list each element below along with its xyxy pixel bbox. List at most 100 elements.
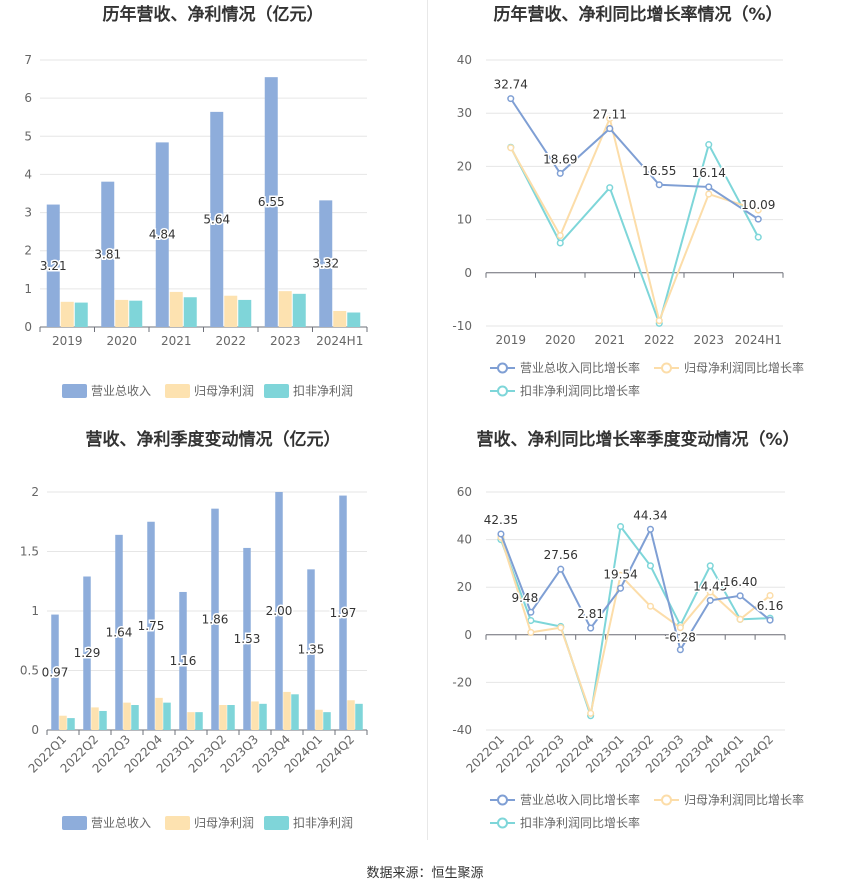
annual-amount-chart: 历年营收、净利情况（亿元） 0 1 2 3 4 5 6 7 2019 2020 2021 2022 202… [0, 0, 425, 410]
bar-revenue [339, 495, 347, 730]
line-value-label: 27.11 [593, 108, 627, 122]
point-deducted-profit [706, 562, 714, 570]
bar-deducted-profit [183, 297, 197, 327]
bar-revenue [51, 614, 59, 730]
point-revenue [497, 530, 505, 538]
y-tick-label: 20 [457, 159, 472, 173]
point-revenue [736, 592, 744, 600]
legend-marker [497, 362, 508, 374]
legend-label: 归母净利润 [194, 384, 254, 398]
bar-net-profit [219, 705, 227, 730]
bar-deducted-profit [347, 312, 361, 327]
y-tick-label: 30 [457, 106, 472, 120]
line-net-profit [499, 536, 771, 718]
y-tick-label: -20 [452, 675, 472, 689]
line-value-label: 2.81 [577, 607, 604, 621]
chart-svg: 历年营收、净利情况（亿元） 0 1 2 3 4 5 6 7 2019 2020 2021 2022 202… [24, 4, 368, 398]
bar-value-label: 1.86 [202, 612, 229, 626]
point-net-profit [655, 317, 663, 325]
point-net-profit [587, 709, 595, 717]
point-revenue [655, 181, 663, 189]
bar-value-label: 3.32 [312, 257, 339, 271]
bar-deducted-profit [259, 703, 267, 730]
line-value-label: 16.40 [723, 575, 757, 589]
bar-revenue [211, 508, 219, 730]
annual-growth-chart: 历年营收、净利同比增长率情况（%） -10 0 10 20 30 40 2019 2020 202… [428, 0, 850, 410]
chart-title: 营收、净利同比增长率季度变动情况（%） [476, 429, 799, 450]
x-tick-label: 2023 [270, 334, 301, 348]
line-value-label: 14.45 [693, 579, 727, 593]
bar-revenue [101, 181, 115, 327]
legend-marker [497, 794, 508, 806]
bar-deducted-profit [129, 300, 143, 327]
bar-deducted-profit [323, 712, 331, 730]
x-tick-label: 2021 [161, 334, 192, 348]
bar-value-label: 1.35 [298, 643, 325, 657]
legend-label: 营业总收入 [91, 384, 151, 398]
y-tick-label: 7 [24, 53, 32, 67]
line-value-label: 16.14 [692, 166, 726, 180]
legend-label: 扣非净利润同比增长率 [520, 383, 640, 398]
chart-svg: 营收、净利同比增长率季度变动情况（%）-40-2002040602022Q120… [452, 429, 804, 830]
legend-label: 营业总收入同比增长率 [520, 792, 640, 807]
bar-net-profit [59, 715, 67, 730]
legend-label: 营业总收入同比增长率 [520, 360, 640, 375]
bar-value-label: 2.00 [266, 604, 293, 618]
line-value-label: 18.69 [543, 152, 577, 166]
y-tick-label: 2 [24, 244, 32, 258]
legend-swatch [264, 384, 289, 398]
bar-revenue [264, 77, 278, 328]
bar-deducted-profit [355, 703, 363, 730]
bar-net-profit [278, 291, 292, 327]
y-tick-label: 10 [457, 213, 472, 227]
point-net-profit [754, 206, 762, 214]
point-revenue [706, 596, 714, 604]
bar-revenue [319, 200, 333, 327]
bar-revenue [179, 591, 187, 730]
y-tick-label: 40 [457, 533, 472, 547]
bar-value-label: 3.21 [40, 259, 67, 273]
legend-marker [661, 794, 672, 806]
point-deducted-profit [617, 522, 625, 531]
line-value-label: 9.48 [511, 591, 538, 605]
legend-swatch [62, 384, 87, 398]
point-revenue [617, 584, 625, 592]
point-revenue [676, 646, 684, 654]
legend-swatch [264, 816, 289, 830]
point-net-profit [705, 190, 713, 198]
bar-revenue [147, 521, 155, 730]
y-tick-label: 1 [31, 604, 39, 618]
line-value-label: 32.74 [494, 78, 528, 92]
point-deducted-profit [527, 616, 535, 625]
x-tick-label: 2024H1 [735, 333, 782, 347]
point-net-profit [646, 602, 654, 610]
legend-swatch [165, 384, 190, 398]
bar-net-profit [123, 702, 131, 730]
quarterly-amount-chart: 营收、净利季度变动情况（亿元） 0 0.5 1 1.5 2 2022Q1 2022Q2 2022… [0, 425, 425, 840]
line-deducted-profit [500, 524, 771, 717]
vertical-divider [427, 0, 428, 840]
legend-label: 扣非净利润同比增长率 [520, 815, 640, 830]
line-value-label: 44.34 [633, 508, 667, 522]
point-revenue [556, 169, 564, 177]
y-tick-label: 1.5 [20, 545, 39, 559]
y-tick-label: 0.5 [20, 664, 39, 678]
legend-label: 扣非净利润 [293, 384, 353, 398]
point-revenue [507, 95, 515, 103]
bar-value-label: 1.29 [74, 646, 101, 660]
point-net-profit [557, 624, 565, 632]
chart-svg: 营收、净利季度变动情况（亿元）00.511.522022Q12022Q22022… [20, 429, 368, 830]
y-tick-label: 20 [457, 580, 472, 594]
y-tick-label: 0 [464, 266, 472, 280]
bar-net-profit [155, 697, 163, 730]
bar-revenue [307, 569, 315, 730]
line-value-label: -6.28 [665, 631, 696, 645]
legend-label: 归母净利润同比增长率 [684, 792, 804, 807]
line-net-profit [509, 115, 759, 324]
point-deducted-profit [606, 184, 614, 192]
x-tick-label: 2022 [644, 333, 675, 347]
legend-marker [661, 362, 672, 374]
y-tick-label: 40 [457, 53, 472, 67]
line-deducted-profit [509, 141, 760, 327]
y-tick-label: 5 [24, 129, 32, 143]
